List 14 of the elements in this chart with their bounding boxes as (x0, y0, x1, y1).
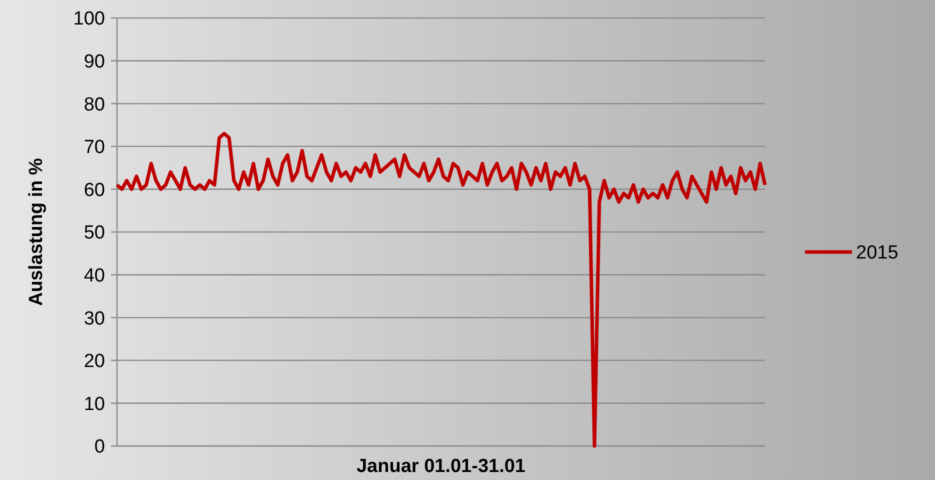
y-tick-label: 10 (84, 394, 105, 415)
y-axis-title: Auslastung in % (26, 158, 47, 306)
y-tick-label: 80 (84, 94, 105, 116)
y-tick-label: 20 (84, 351, 105, 372)
y-tick-label: 0 (94, 436, 105, 458)
y-tick-label: 30 (84, 308, 105, 330)
y-tick-label: 50 (84, 222, 105, 244)
y-tick-label: 70 (84, 137, 105, 158)
legend-label: 2015 (856, 242, 898, 264)
y-tick-label: 100 (73, 8, 105, 30)
y-tick-label: 90 (84, 51, 105, 72)
y-tick-label: 40 (84, 265, 105, 286)
x-axis-title: Januar 01.01-31.01 (356, 456, 526, 477)
y-tick-label: 60 (84, 180, 105, 201)
